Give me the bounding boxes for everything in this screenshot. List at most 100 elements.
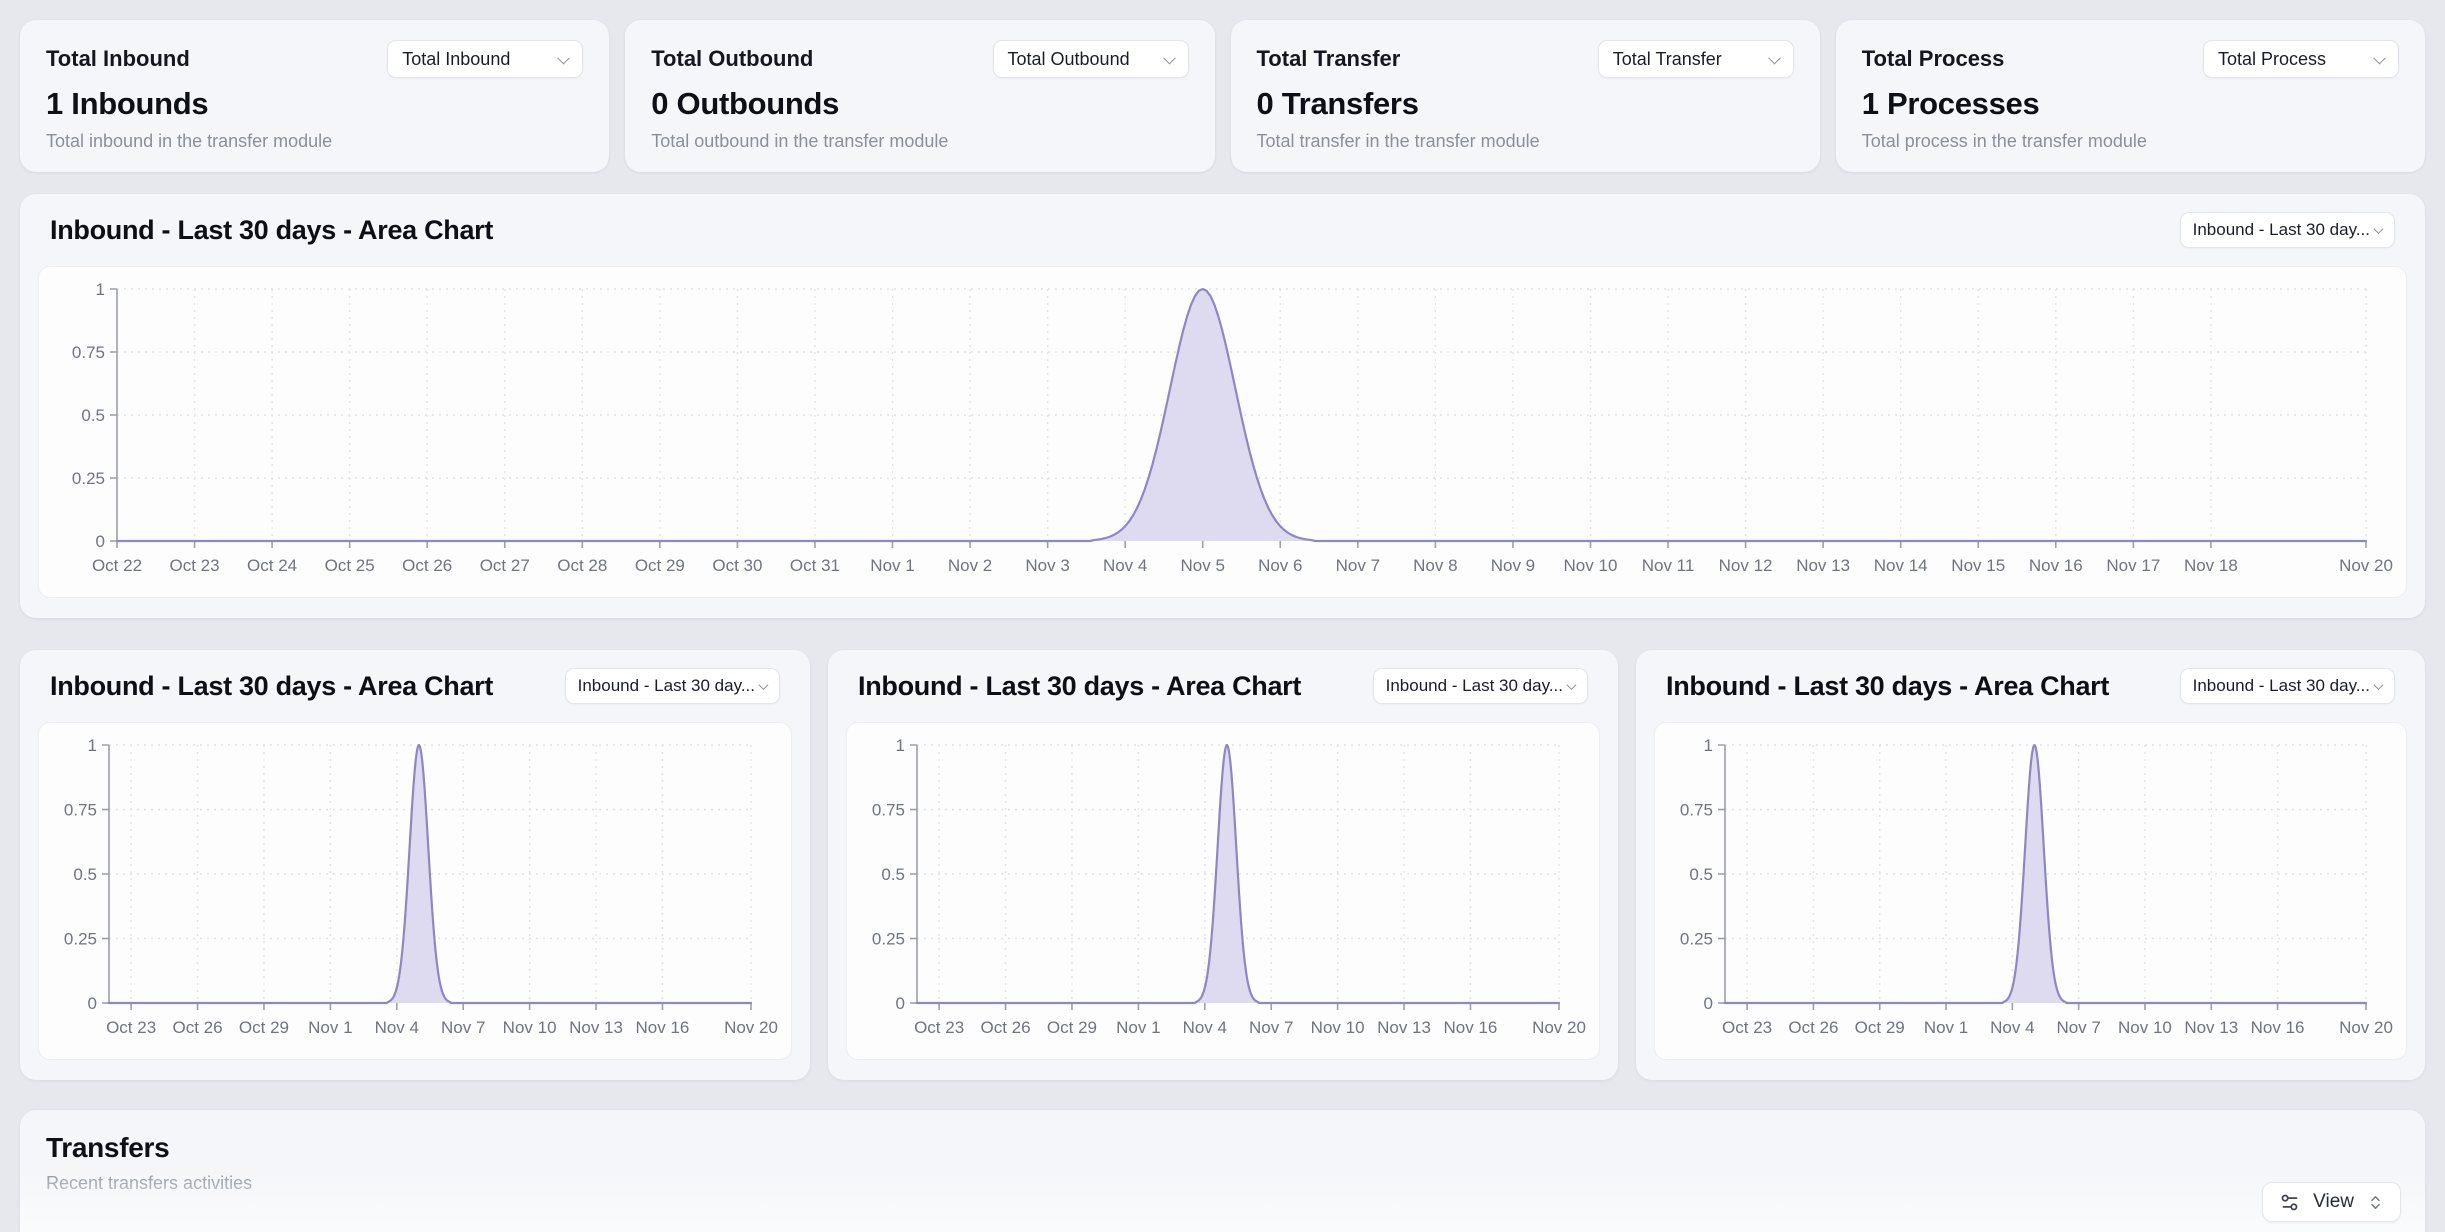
svg-text:Nov 4: Nov 4: [1183, 1018, 1227, 1037]
svg-text:0.5: 0.5: [73, 865, 97, 884]
svg-text:Nov 16: Nov 16: [2251, 1018, 2305, 1037]
svg-text:Oct 26: Oct 26: [402, 556, 452, 575]
stat-label: Total Transfer: [1256, 46, 1401, 71]
chart-panel-header: Inbound - Last 30 days - Area Chart Inbo…: [858, 666, 1588, 706]
stat-description: Total outbound in the transfer module: [651, 131, 949, 151]
view-button-label: View: [2313, 1191, 2354, 1212]
svg-text:Nov 9: Nov 9: [1491, 556, 1535, 575]
chart-select[interactable]: Inbound - Last 30 day...: [564, 668, 780, 704]
svg-text:Nov 20: Nov 20: [1532, 1018, 1586, 1037]
inbound-area-chart-panel-small: Inbound - Last 30 days - Area Chart Inbo…: [20, 650, 810, 1080]
svg-text:Nov 7: Nov 7: [441, 1018, 485, 1037]
svg-text:Nov 4: Nov 4: [1103, 556, 1147, 575]
svg-text:1: 1: [88, 736, 97, 755]
svg-text:Nov 16: Nov 16: [1444, 1018, 1498, 1037]
svg-text:Nov 4: Nov 4: [375, 1018, 419, 1037]
stat-label: Total Process: [1861, 46, 2005, 71]
svg-text:Nov 4: Nov 4: [1990, 1018, 2034, 1037]
svg-text:Nov 13: Nov 13: [1377, 1018, 1431, 1037]
chart-title: Inbound - Last 30 days - Area Chart: [1666, 670, 2110, 701]
stat-description: Total transfer in the transfer module: [1256, 131, 1540, 151]
svg-text:Oct 26: Oct 26: [981, 1018, 1031, 1037]
chart-select[interactable]: Inbound - Last 30 day...: [1372, 668, 1588, 704]
stat-metric-select[interactable]: Total Process: [2203, 40, 2399, 78]
transfers-panel: Transfers Recent transfers activities Vi…: [20, 1110, 2425, 1232]
stat-card-header: Total Transfer Total Transfer: [1257, 40, 1794, 78]
stat-description: Total process in the transfer module: [1861, 131, 2147, 151]
chevrons-up-down-icon: [2371, 1195, 2380, 1209]
svg-text:Oct 31: Oct 31: [790, 556, 840, 575]
inbound-area-chart: 0 0.25 0.5 0.75 1 Oct 23 Oct 26 Oct 29 Nov 1 Nov …: [1661, 729, 2400, 1053]
svg-text:Nov 6: Nov 6: [1258, 556, 1302, 575]
chevron-down-icon: [1767, 51, 1781, 64]
svg-text:0.25: 0.25: [872, 930, 905, 949]
svg-text:Nov 13: Nov 13: [2184, 1018, 2238, 1037]
stat-metric-select[interactable]: Total Outbound: [992, 40, 1189, 78]
chevron-down-icon: [1566, 679, 1577, 690]
svg-text:Nov 1: Nov 1: [1924, 1018, 1968, 1037]
svg-text:Nov 7: Nov 7: [1249, 1018, 1293, 1037]
inbound-area-chart: 0 0.25 0.5 0.75 1 Oct 23 Oct 26 Oct 29 Nov 1 Nov …: [45, 729, 785, 1053]
svg-text:Nov 20: Nov 20: [724, 1018, 778, 1037]
chart-panel-header: Inbound - Last 30 days - Area Chart Inbo…: [50, 666, 780, 706]
svg-text:Oct 29: Oct 29: [1855, 1018, 1905, 1037]
view-button[interactable]: View: [2262, 1182, 2401, 1222]
svg-text:Oct 29: Oct 29: [635, 556, 685, 575]
svg-text:0: 0: [88, 994, 97, 1013]
stat-card: Total Inbound Total Inbound 1 Inbounds T…: [20, 20, 610, 172]
svg-text:Oct 23: Oct 23: [1722, 1018, 1772, 1037]
svg-text:0: 0: [1704, 994, 1713, 1013]
svg-text:Nov 1: Nov 1: [1116, 1018, 1160, 1037]
svg-text:Nov 17: Nov 17: [2106, 556, 2160, 575]
stat-metric-select-value: Total Inbound: [402, 48, 511, 69]
svg-text:Nov 2: Nov 2: [948, 556, 992, 575]
stat-metric-select-value: Total Transfer: [1612, 48, 1722, 69]
svg-text:Nov 12: Nov 12: [1719, 556, 1773, 575]
svg-text:Nov 1: Nov 1: [870, 556, 914, 575]
svg-text:Nov 5: Nov 5: [1181, 556, 1225, 575]
chart-title: Inbound - Last 30 days - Area Chart: [50, 214, 494, 245]
svg-text:Nov 10: Nov 10: [2118, 1018, 2172, 1037]
svg-text:0.25: 0.25: [72, 469, 105, 488]
svg-text:Nov 14: Nov 14: [1874, 556, 1928, 575]
svg-text:Nov 16: Nov 16: [2029, 556, 2083, 575]
svg-text:1: 1: [896, 736, 905, 755]
chart-title: Inbound - Last 30 days - Area Chart: [50, 670, 494, 701]
chart-select-value: Inbound - Last 30 day...: [1385, 676, 1563, 695]
svg-text:Oct 23: Oct 23: [170, 556, 220, 575]
stat-metric-select[interactable]: Total Transfer: [1597, 40, 1794, 78]
stat-card-header: Total Inbound Total Inbound: [46, 40, 584, 78]
chart-select[interactable]: Inbound - Last 30 day...: [2179, 212, 2395, 248]
svg-text:Oct 29: Oct 29: [1047, 1018, 1097, 1037]
svg-text:Nov 10: Nov 10: [1311, 1018, 1365, 1037]
chevron-down-icon: [2373, 223, 2384, 234]
stats-row: Total Inbound Total Inbound 1 Inbounds T…: [20, 20, 2425, 172]
stat-label: Total Outbound: [651, 46, 814, 71]
settings-sliders-icon: [2281, 1194, 2298, 1210]
svg-text:0.5: 0.5: [1689, 865, 1713, 884]
svg-text:Oct 24: Oct 24: [247, 556, 297, 575]
svg-text:0.75: 0.75: [64, 801, 97, 820]
small-charts-row: Inbound - Last 30 days - Area Chart Inbo…: [20, 650, 2425, 1080]
stat-description: Total inbound in the transfer module: [46, 131, 333, 151]
svg-text:Oct 23: Oct 23: [106, 1018, 156, 1037]
svg-text:Nov 20: Nov 20: [2339, 556, 2393, 575]
transfers-title: Transfers: [46, 1132, 170, 1163]
chart-select-value: Inbound - Last 30 day...: [2192, 676, 2370, 695]
svg-text:0.75: 0.75: [72, 343, 105, 362]
svg-text:0.5: 0.5: [881, 865, 905, 884]
stat-card: Total Outbound Total Outbound 0 Outbound…: [625, 20, 1215, 172]
stat-value: 1 Processes: [1861, 86, 2040, 121]
chart-card: 0 0.25 0.5 0.75 1 Oct 23 Oct 26 Oct 29 Nov 1 Nov …: [1654, 722, 2407, 1060]
inbound-area-chart: 0 0.25 0.5 0.75 1 Oct 22 Oct 23 Oct 24 Oct 25 Oct…: [45, 273, 2400, 591]
svg-text:0: 0: [896, 994, 905, 1013]
svg-text:0.75: 0.75: [1680, 801, 1713, 820]
inbound-area-chart: 0 0.25 0.5 0.75 1 Oct 23 Oct 26 Oct 29 Nov 1 Nov …: [853, 729, 1593, 1053]
svg-text:Oct 22: Oct 22: [92, 556, 142, 575]
chevron-down-icon: [557, 51, 571, 64]
stat-metric-select[interactable]: Total Inbound: [387, 40, 584, 78]
stat-card-header: Total Outbound Total Outbound: [651, 40, 1189, 78]
svg-text:Oct 29: Oct 29: [239, 1018, 289, 1037]
svg-text:0.75: 0.75: [872, 801, 905, 820]
chart-select[interactable]: Inbound - Last 30 day...: [2179, 668, 2395, 704]
